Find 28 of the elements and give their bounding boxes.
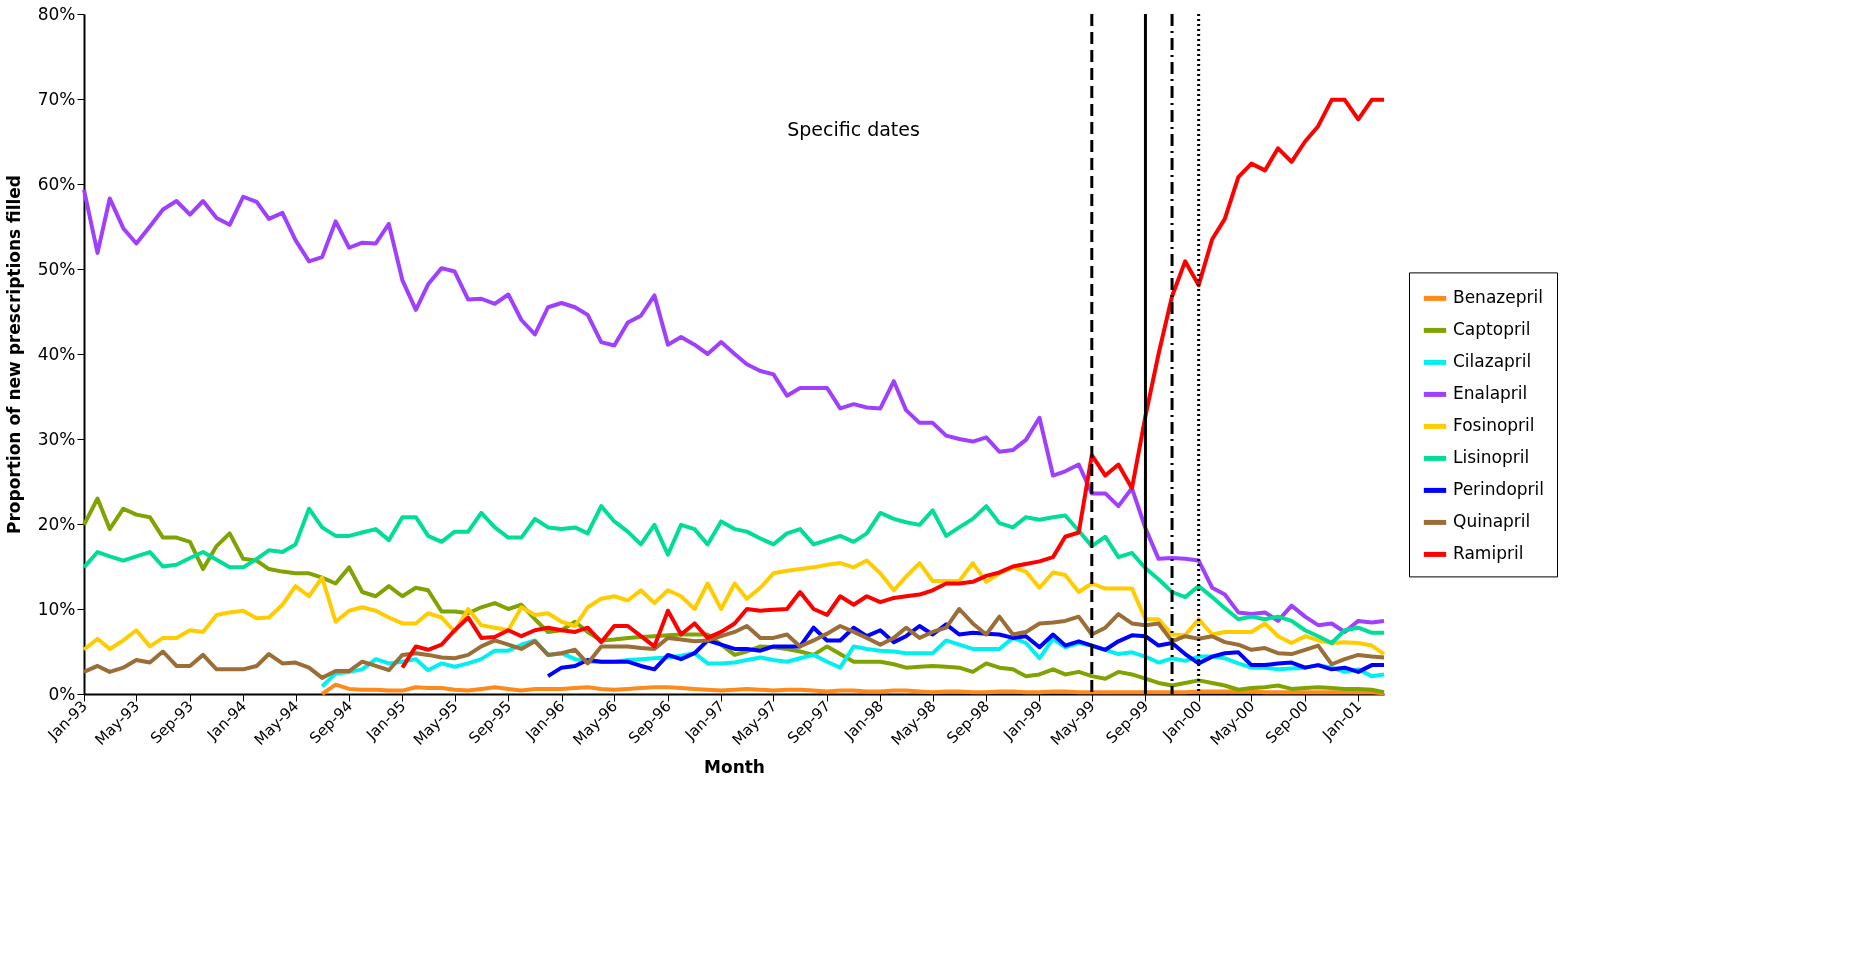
line-series — [82, 607, 1386, 680]
y-tick-label: 10% — [37, 598, 76, 619]
y-tick-label: 30% — [37, 428, 76, 449]
legend-label: Fosinopril — [1453, 415, 1535, 436]
legend-label: Cilazapril — [1453, 351, 1532, 372]
legend-label: Quinapril — [1453, 511, 1531, 532]
legend-label: Perindopril — [1453, 479, 1545, 500]
y-tick-label: 60% — [37, 173, 76, 194]
legend-label: Benazepril — [1453, 287, 1543, 308]
x-axis-title: Month — [704, 757, 765, 778]
line-series — [400, 97, 1386, 670]
annotation: Specific dates — [787, 117, 920, 140]
line-series — [82, 558, 1386, 657]
y-tick-label: 40% — [37, 343, 76, 364]
line-series — [546, 622, 1386, 679]
legend-label: Lisinopril — [1453, 447, 1530, 468]
y-tick-label: 50% — [37, 258, 76, 279]
line-series — [82, 187, 1386, 634]
legend-label: Enalapril — [1453, 383, 1528, 404]
y-tick-label: 0% — [48, 683, 76, 704]
y-axis-title: Proportion of new prescriptions filled — [3, 174, 24, 535]
y-tick-label: 20% — [37, 513, 76, 534]
y-tick-label: 80% — [37, 3, 76, 24]
line-series — [320, 682, 1386, 696]
legend-label: Ramipril — [1453, 543, 1524, 564]
line-series — [82, 504, 1386, 645]
y-tick-label: 70% — [37, 88, 76, 109]
legend-label: Captopril — [1453, 319, 1531, 340]
